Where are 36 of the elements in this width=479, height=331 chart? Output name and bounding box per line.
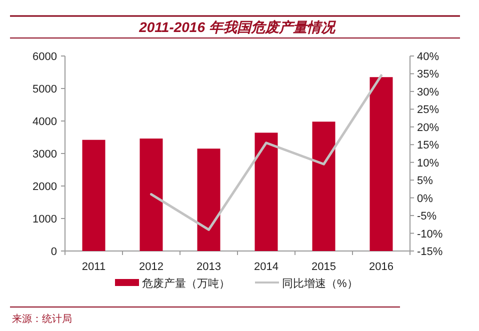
bar	[312, 122, 336, 251]
x-tick-label: 2016	[369, 261, 394, 273]
source-note: 来源：统计局	[12, 313, 72, 325]
y-tick-label: 6000	[32, 51, 57, 63]
line-series	[150, 74, 382, 231]
y-tick-label: 0	[50, 246, 57, 258]
y2-tick-label: -5%	[417, 210, 437, 223]
bar	[370, 77, 393, 251]
bar	[82, 140, 106, 251]
y-tick-label: 5000	[32, 84, 57, 96]
y2-tick-label: 15%	[417, 140, 440, 152]
y2-tick-label: 20%	[417, 122, 440, 134]
legend-label: 危废产量（万吨）	[142, 277, 230, 290]
bar	[197, 148, 220, 251]
y2-tick-label: -10%	[417, 228, 443, 240]
y2-tick-label: 0%	[417, 192, 434, 205]
bar	[140, 138, 163, 251]
chart-title: 2011-2016 年我国危废产量情况	[138, 19, 337, 35]
y-tick-label: 1000	[32, 214, 57, 226]
y-tick-label: 2000	[32, 181, 57, 193]
y2-tick-label: 35%	[417, 68, 440, 81]
x-tick-label: 2014	[254, 261, 278, 273]
y-tick-label: 3000	[32, 148, 57, 160]
y-tick-label: 4000	[32, 116, 57, 128]
x-tick-label: 2011	[82, 261, 106, 273]
y2-tick-label: 10%	[417, 157, 440, 170]
y2-tick-label: 25%	[417, 104, 440, 116]
x-tick-label: 2012	[139, 261, 164, 273]
y2-tick-label: 30%	[417, 86, 440, 98]
bar	[254, 132, 278, 251]
y2-tick-label: 40%	[417, 51, 440, 63]
legend-label: 同比增速（%）	[282, 277, 358, 290]
x-tick-label: 2015	[312, 261, 336, 273]
y2-tick-label: -15%	[417, 246, 443, 258]
y2-tick-label: 5%	[417, 175, 434, 188]
x-tick-label: 2013	[196, 261, 221, 273]
